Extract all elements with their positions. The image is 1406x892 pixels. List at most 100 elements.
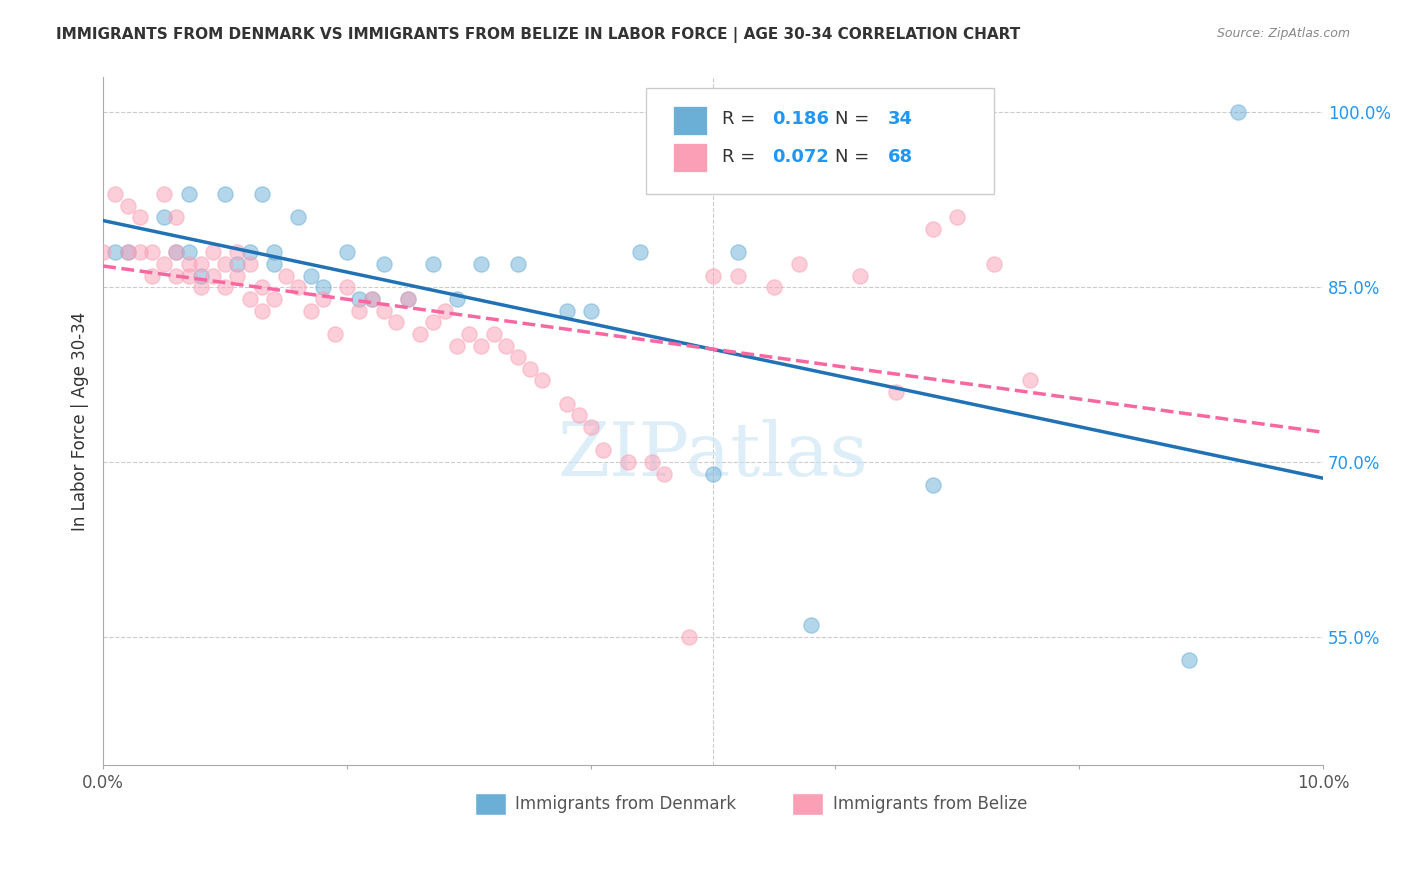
Point [153,211,176,225]
Point [190,268,212,283]
Point [579,303,602,318]
Point [153,257,176,271]
Point [165,211,187,225]
FancyBboxPatch shape [793,793,823,814]
Point [921,222,943,236]
Point [787,257,810,271]
Point [165,245,187,260]
Point [214,186,236,201]
Point [678,630,700,644]
Point [336,245,359,260]
Point [238,257,260,271]
Point [117,245,139,260]
Point [287,211,309,225]
Point [349,292,371,306]
Point [763,280,786,294]
Point [373,303,395,318]
Point [555,303,578,318]
Point [470,338,492,352]
Point [177,245,200,260]
Point [263,292,285,306]
Point [422,257,444,271]
Point [299,303,322,318]
FancyBboxPatch shape [673,143,707,171]
Point [433,303,456,318]
Text: R =: R = [721,111,761,128]
Point [165,268,187,283]
Point [983,257,1005,271]
Point [177,186,200,201]
Point [360,292,382,306]
Point [190,257,212,271]
Point [702,268,724,283]
Point [506,257,529,271]
Text: N =: N = [835,147,875,166]
FancyBboxPatch shape [645,87,994,194]
Point [117,245,139,260]
Point [128,245,150,260]
Point [238,292,260,306]
Point [91,245,114,260]
Point [373,257,395,271]
Point [531,374,554,388]
Text: IMMIGRANTS FROM DENMARK VS IMMIGRANTS FROM BELIZE IN LABOR FORCE | AGE 30-34 COR: IMMIGRANTS FROM DENMARK VS IMMIGRANTS FR… [56,27,1021,43]
Point [800,618,823,632]
Point [1178,653,1201,667]
Point [299,268,322,283]
Point [128,211,150,225]
Point [396,292,419,306]
Point [226,245,249,260]
Point [482,326,505,341]
Text: Immigrants from Denmark: Immigrants from Denmark [516,796,737,814]
Point [616,455,638,469]
Point [201,268,224,283]
Point [727,268,749,283]
Point [226,268,249,283]
Point [238,245,260,260]
Point [226,257,249,271]
Text: Immigrants from Belize: Immigrants from Belize [832,796,1026,814]
FancyBboxPatch shape [475,793,506,814]
Point [727,245,749,260]
Point [592,443,614,458]
Point [946,211,969,225]
Point [250,186,273,201]
Text: 34: 34 [887,111,912,128]
Point [555,397,578,411]
Point [396,292,419,306]
Point [336,280,359,294]
Point [628,245,651,260]
Point [446,292,468,306]
Point [422,315,444,329]
Point [495,338,517,352]
Point [190,280,212,294]
Point [641,455,664,469]
Point [385,315,408,329]
Point [250,280,273,294]
Point [702,467,724,481]
Point [470,257,492,271]
Text: 0.186: 0.186 [772,111,828,128]
Text: 0.072: 0.072 [772,147,828,166]
Point [409,326,432,341]
Point [287,280,309,294]
Point [921,478,943,492]
Point [652,467,675,481]
Point [201,245,224,260]
Point [360,292,382,306]
Text: ZIPatlas: ZIPatlas [558,419,869,492]
FancyBboxPatch shape [673,105,707,135]
Point [141,268,163,283]
Point [579,420,602,434]
Point [263,245,285,260]
Point [312,292,335,306]
Point [458,326,481,341]
Point [250,303,273,318]
Point [263,257,285,271]
Point [104,245,127,260]
Point [848,268,870,283]
Point [276,268,298,283]
Point [214,280,236,294]
Point [117,199,139,213]
Point [165,245,187,260]
